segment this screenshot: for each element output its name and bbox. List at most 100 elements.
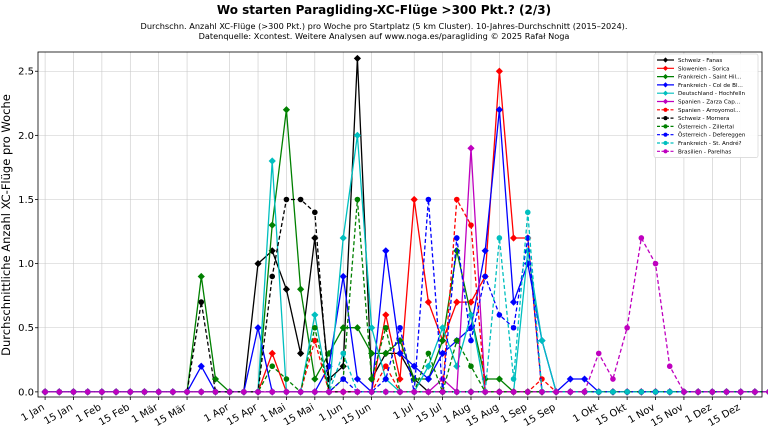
- data-point: [567, 389, 574, 395]
- legend-entry: Schweiz - Mornera: [657, 116, 729, 122]
- data-point: [353, 54, 362, 63]
- data-point: [368, 376, 375, 382]
- legend-entry: Deutschland - Hochfelln: [657, 90, 745, 97]
- series-Brasilien - Parelhas: [42, 235, 768, 395]
- data-point: [524, 260, 532, 268]
- y-tick-label: 1.0: [18, 259, 34, 270]
- data-point: [198, 389, 205, 395]
- legend-marker: [663, 124, 668, 129]
- data-point: [438, 336, 447, 345]
- data-point: [624, 389, 630, 395]
- data-point: [410, 362, 418, 370]
- legend-marker: [663, 107, 668, 112]
- data-point: [339, 234, 347, 242]
- data-point: [467, 298, 475, 306]
- data-point: [553, 389, 559, 395]
- data-point: [297, 389, 304, 395]
- data-point: [695, 389, 701, 395]
- data-point: [410, 195, 418, 204]
- data-point: [496, 235, 503, 241]
- data-point: [468, 363, 474, 370]
- plot-frame: [37, 51, 763, 398]
- data-point: [339, 272, 347, 281]
- y-tick-label: 2.5: [18, 67, 34, 78]
- data-point: [610, 389, 616, 395]
- grid: [38, 52, 762, 397]
- x-tick-label: 15 Feb: [97, 402, 132, 428]
- data-point: [425, 196, 432, 203]
- data-point: [468, 222, 474, 228]
- data-point: [297, 285, 305, 293]
- data-point: [198, 299, 205, 305]
- legend-label: Österreich - Zillertal: [678, 123, 734, 130]
- data-point: [340, 350, 347, 357]
- data-point: [197, 272, 205, 281]
- legend-label: Frankreich - St. André?: [678, 140, 742, 147]
- chart-subtitle: Durchschn. Anzahl XC-Flüge (>300 Pkt.) p…: [141, 21, 628, 31]
- x-tick-label: 15 Mär: [153, 402, 189, 429]
- data-point: [269, 389, 276, 395]
- data-point: [325, 362, 333, 370]
- data-point: [453, 235, 460, 241]
- series-line: [45, 236, 768, 393]
- data-point: [42, 389, 48, 395]
- x-tick-label: 15 Sep: [522, 402, 558, 429]
- data-point: [311, 311, 319, 319]
- data-point: [510, 389, 517, 395]
- x-tick-label: 15 Mai: [282, 402, 316, 428]
- data-point: [496, 312, 503, 318]
- legend-label: Spanien - Zarza Cap...: [678, 100, 740, 106]
- data-point: [155, 389, 162, 395]
- chart-title: Wo starten Paragliding-XC-Flüge >300 Pkt…: [217, 3, 551, 17]
- legend-label: Schweiz - Fanas: [678, 58, 722, 64]
- data-point: [311, 375, 319, 383]
- data-point: [453, 337, 460, 344]
- data-point: [509, 234, 518, 242]
- data-point: [268, 157, 276, 165]
- x-tick-label: 15 Dez: [706, 402, 742, 429]
- data-point: [353, 324, 362, 332]
- data-point: [595, 389, 602, 395]
- data-point: [297, 196, 304, 203]
- legend-marker: [662, 82, 669, 88]
- series-Österreich - Zillertal: [42, 196, 768, 395]
- data-point: [709, 389, 716, 395]
- data-point: [737, 389, 744, 395]
- data-point: [496, 389, 503, 395]
- data-point: [652, 389, 659, 395]
- x-tick-label: 15 Aug: [465, 402, 501, 429]
- legend-label: Spanien - Arroyomol...: [678, 108, 741, 114]
- data-point: [383, 389, 389, 395]
- data-point: [70, 389, 77, 395]
- y-axis-label: Durchschnittliche Anzahl XC-Flüge pro Wo…: [0, 94, 13, 356]
- data-point: [467, 324, 475, 332]
- legend-marker: [662, 74, 669, 80]
- x-tick-label: 15 Jan: [42, 402, 75, 427]
- data-point: [283, 389, 290, 395]
- data-point: [241, 389, 247, 395]
- legend-label: Schweiz - Mornera: [678, 116, 729, 122]
- legend-label: Deutschland - Hochfelln: [678, 91, 745, 97]
- legend-entry: Slowenien - Sorica: [657, 65, 730, 72]
- series-Spanien - Arroyomol...: [42, 196, 768, 395]
- data-point: [638, 389, 645, 395]
- data-point: [127, 389, 134, 395]
- y-tick-label: 0.0: [18, 387, 34, 398]
- data-point: [283, 196, 290, 203]
- data-point: [453, 362, 461, 370]
- legend-entry: Schweiz - Fanas: [657, 57, 722, 64]
- data-point: [467, 311, 475, 319]
- legend-marker: [662, 65, 669, 71]
- data-point: [495, 375, 503, 383]
- series-Frankreich - St. André?: [42, 209, 768, 395]
- data-point: [638, 235, 645, 241]
- data-point: [368, 389, 375, 395]
- data-point: [438, 324, 447, 332]
- data-point: [340, 376, 347, 382]
- data-point: [495, 67, 503, 75]
- data-point: [610, 376, 616, 382]
- legend-box: [653, 53, 759, 158]
- data-point: [269, 273, 276, 280]
- data-point: [453, 247, 461, 255]
